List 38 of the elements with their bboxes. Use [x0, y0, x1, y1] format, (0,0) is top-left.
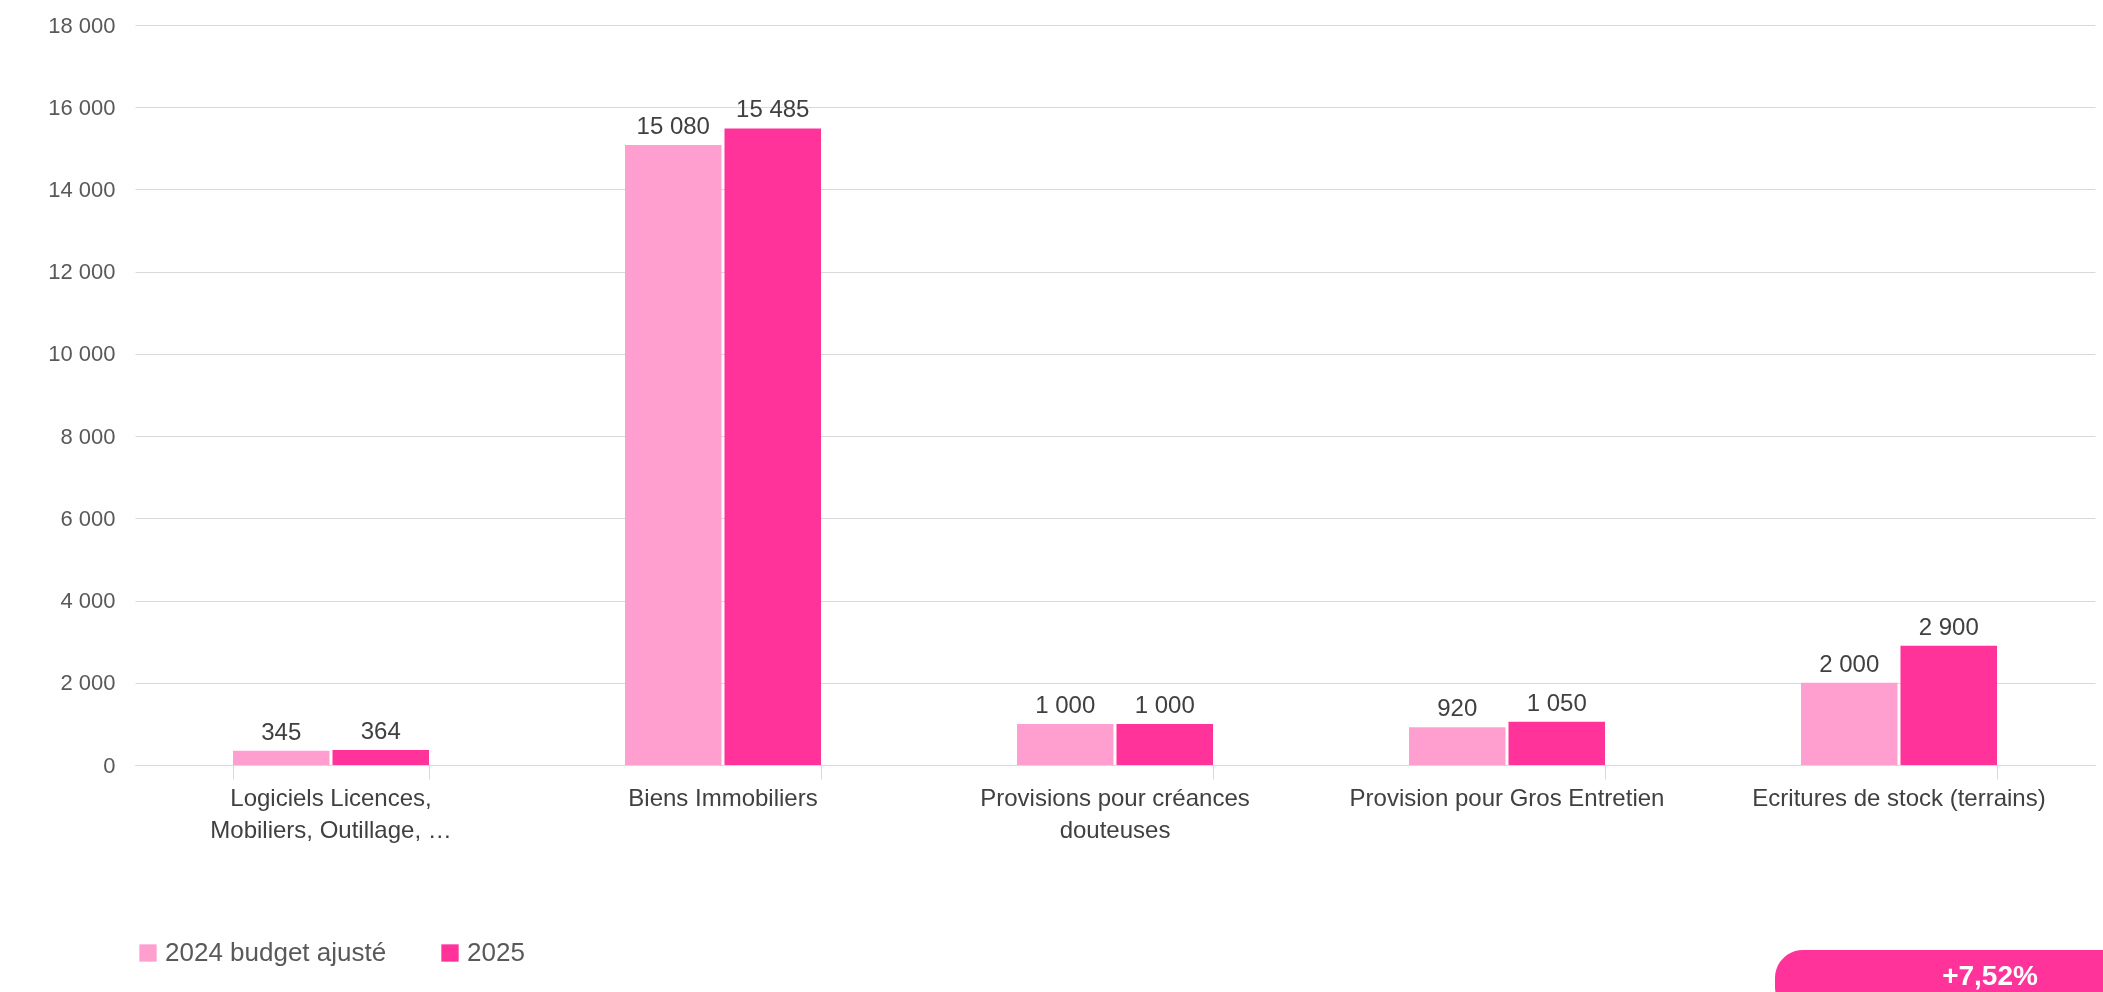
bar [1801, 682, 1898, 765]
y-tick-label: 14 000 [48, 176, 116, 202]
bar [332, 750, 429, 765]
data-label: 1 000 [1134, 690, 1195, 718]
data-label: 2 900 [1918, 612, 1979, 640]
x-tick-label: Logiciels Licences, Mobiliers, Outillage, … [210, 784, 452, 843]
data-label: 345 [261, 717, 302, 745]
y-tick-label: 4 000 [60, 588, 116, 614]
bar [1017, 723, 1114, 765]
y-tick-label: 2 000 [60, 670, 116, 696]
legend-label: 2024 budget ajusté [165, 937, 387, 967]
data-label: 15 485 [736, 95, 810, 123]
y-tick-label: 16 000 [48, 94, 116, 120]
x-tick-label: Ecritures de stock (terrains) [1752, 784, 2046, 811]
bar [1508, 721, 1605, 765]
data-label: 2 000 [1819, 649, 1880, 677]
data-label: 1 050 [1526, 688, 1587, 716]
y-tick-label: 8 000 [60, 423, 116, 449]
bar [724, 128, 821, 765]
y-tick-label: 0 [103, 752, 116, 778]
x-tick-label: Provisions pour créances douteuses [980, 784, 1250, 843]
data-label: 1 000 [1035, 690, 1096, 718]
bar [1900, 645, 1997, 765]
text: +7,52% [1942, 960, 2038, 991]
y-tick-label: 10 000 [48, 341, 116, 367]
bar [233, 750, 330, 765]
bar [1116, 723, 1213, 765]
bar [1409, 727, 1506, 765]
y-tick-label: 12 000 [48, 259, 116, 285]
data-label: 15 080 [636, 112, 710, 140]
x-tick-label: Biens Immobiliers [628, 784, 818, 811]
legend-label: 2025 [467, 937, 525, 967]
data-label: 364 [360, 717, 401, 745]
data-label: 920 [1437, 694, 1478, 722]
y-tick-label: 18 000 [48, 12, 116, 38]
x-tick-label: Provision pour Gros Entretien [1349, 784, 1665, 811]
bar [625, 145, 722, 765]
y-tick-label: 6 000 [60, 505, 116, 531]
